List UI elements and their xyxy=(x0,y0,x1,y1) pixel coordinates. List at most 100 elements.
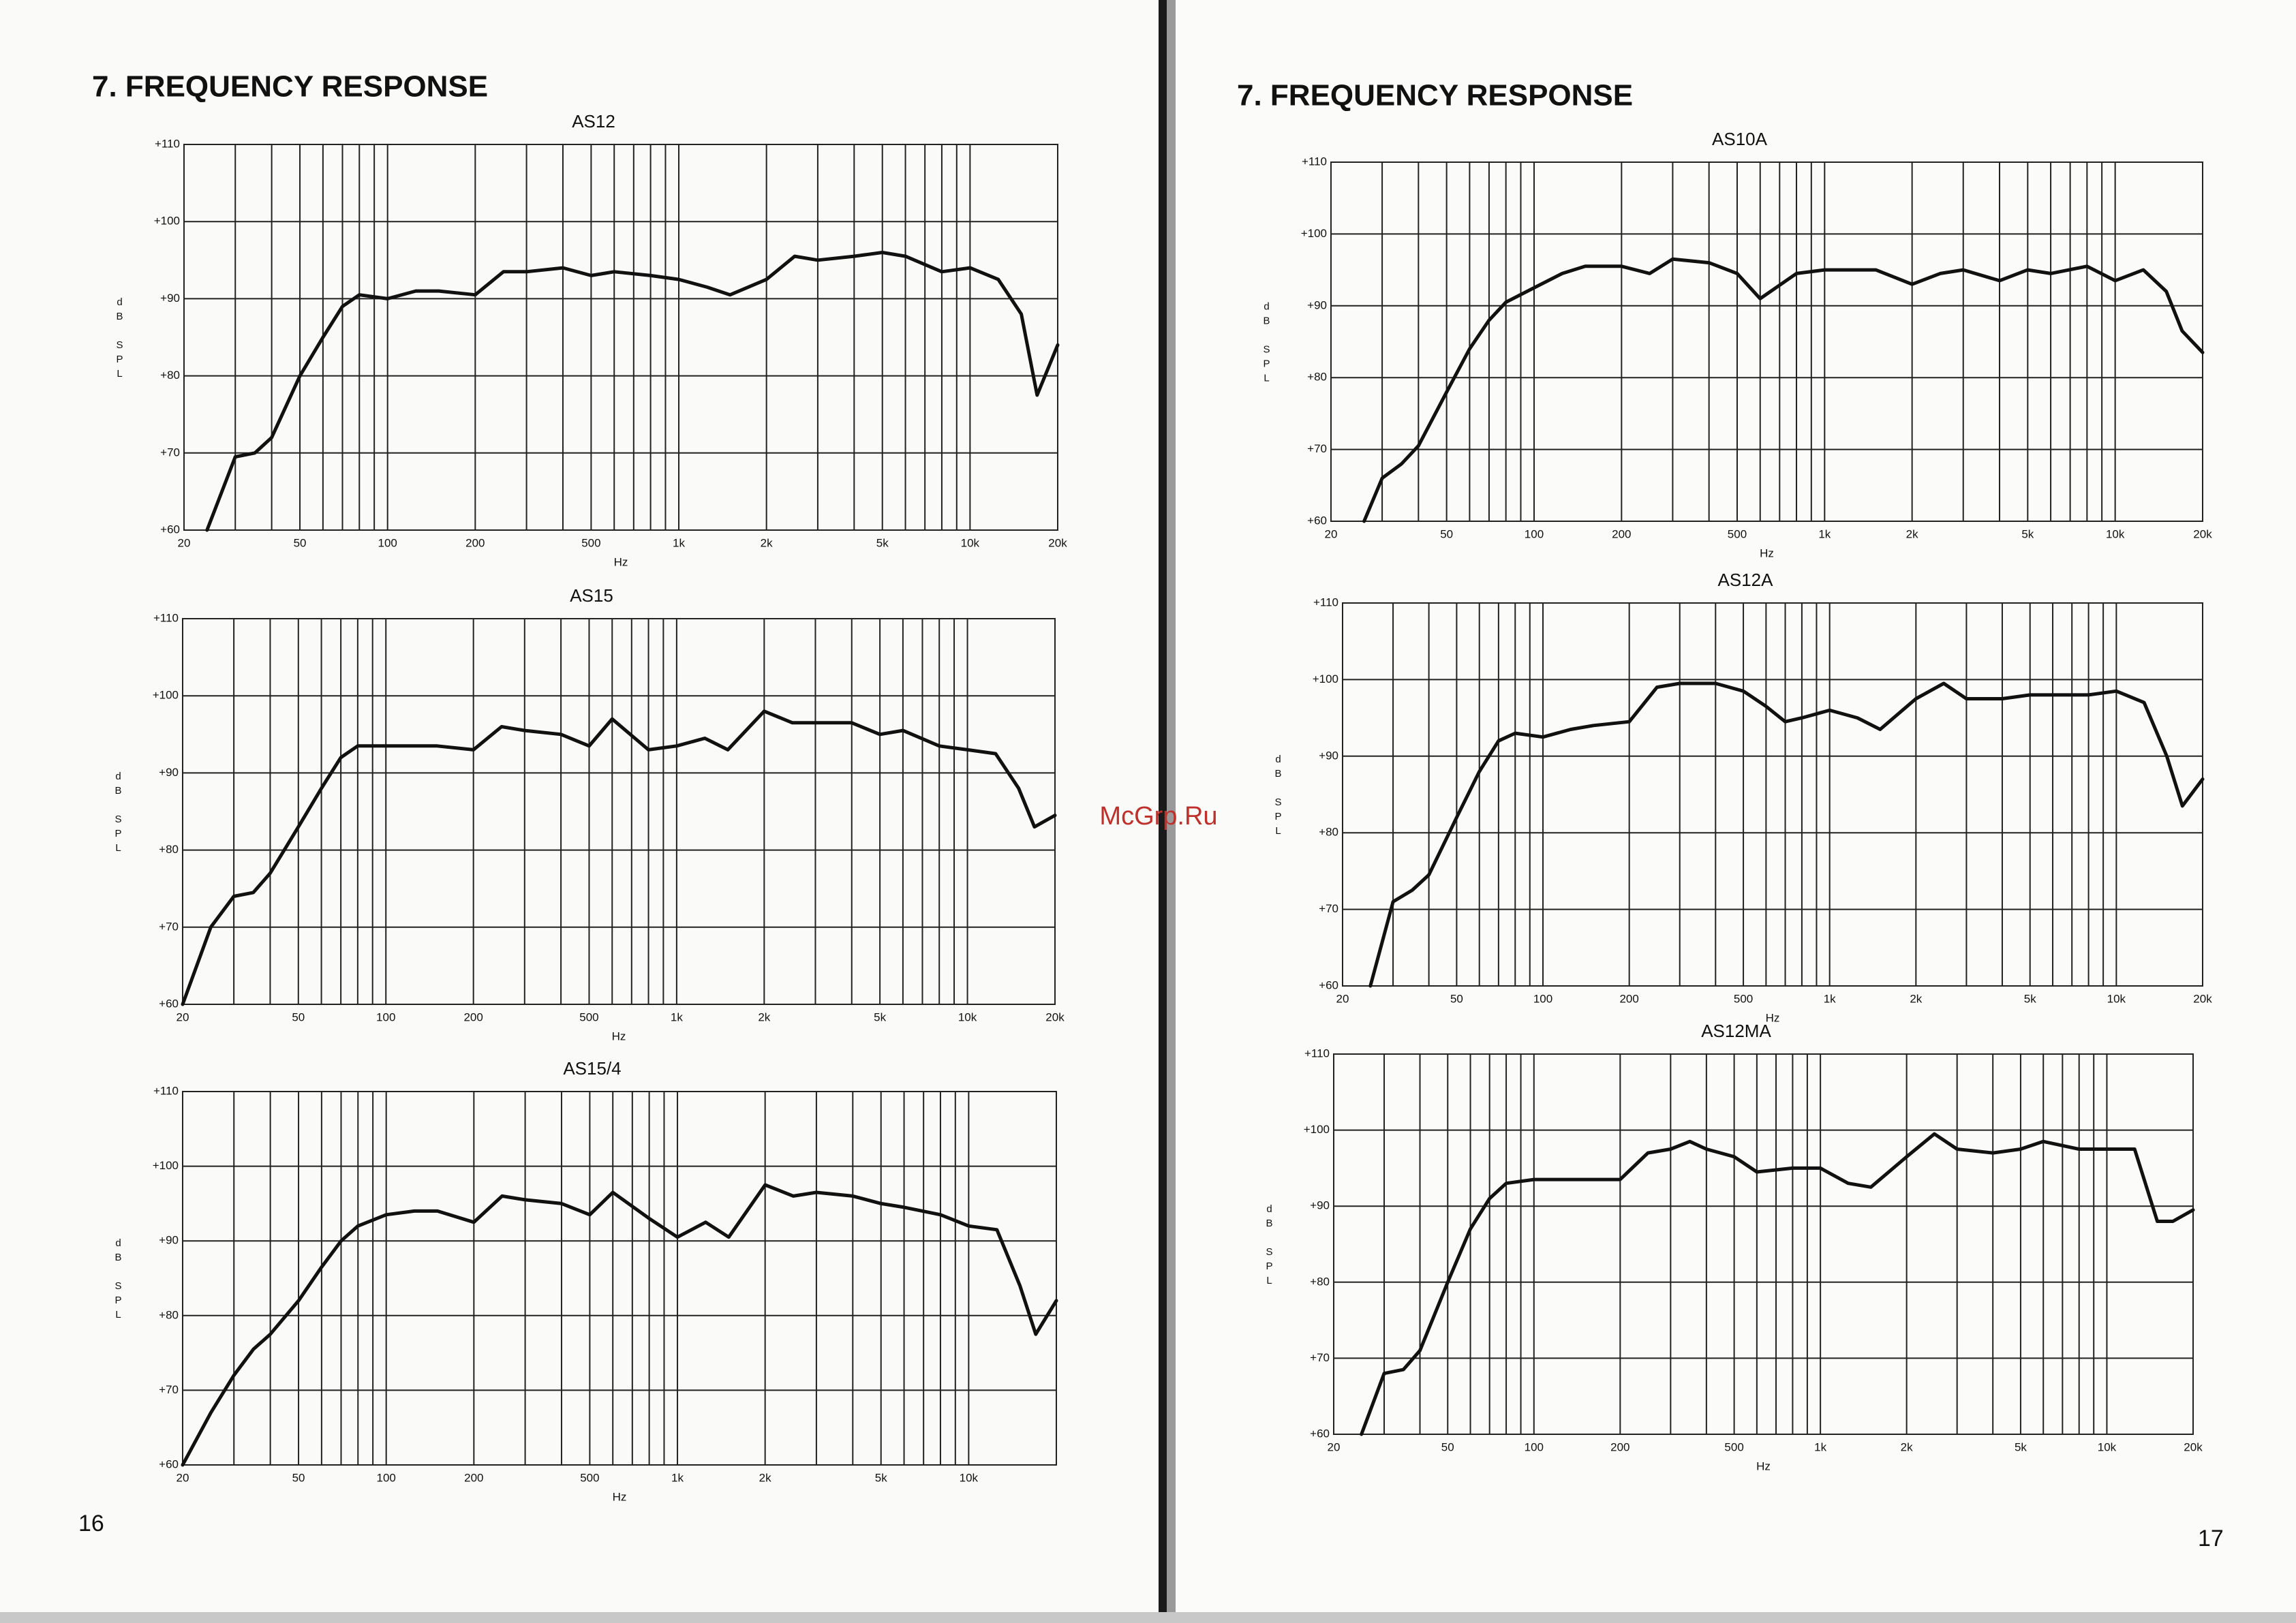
x-tick-label: 2k xyxy=(1906,527,1918,540)
x-tick-label: 10k xyxy=(2106,527,2125,540)
y-tick-label: +110 xyxy=(153,1084,179,1097)
x-tick-label: 500 xyxy=(579,1010,598,1023)
y-tick-label: +70 xyxy=(160,446,180,459)
x-tick-label: 200 xyxy=(464,1471,483,1484)
y-tick-label: +100 xyxy=(154,215,180,228)
x-tick-label: 50 xyxy=(1441,1440,1454,1453)
x-tick-label: 5k xyxy=(2021,527,2034,540)
y-tick-label: +60 xyxy=(1307,514,1327,527)
response-curve xyxy=(1360,1132,2195,1436)
x-tick-label: 50 xyxy=(1440,527,1453,540)
x-tick-label: 500 xyxy=(1734,992,1753,1005)
y-tick-label: +100 xyxy=(1304,1123,1330,1136)
y-axis-label: dB SPL xyxy=(114,296,125,382)
y-tick-label: +110 xyxy=(153,611,179,624)
x-tick-label: 10k xyxy=(961,536,980,549)
x-tick-label: 100 xyxy=(376,1010,395,1023)
y-tick-label: +110 xyxy=(1302,155,1327,168)
y-tick-label: +70 xyxy=(159,920,179,933)
watermark: McGrp.Ru xyxy=(1099,802,1217,831)
x-tick-label: 10k xyxy=(958,1010,977,1023)
y-tick-label: +70 xyxy=(1310,1351,1330,1364)
binding xyxy=(1159,0,1167,1623)
y-tick-label: +60 xyxy=(1319,978,1338,991)
x-tick-label: 1k xyxy=(1814,1440,1826,1453)
x-tick-label: 100 xyxy=(377,1471,396,1484)
x-tick-label: 20k xyxy=(2193,992,2212,1005)
y-axis-label: dB SPL xyxy=(112,771,124,856)
x-tick-label: 10k xyxy=(2098,1440,2117,1453)
y-tick-label: +100 xyxy=(153,689,179,702)
y-tick-label: +90 xyxy=(160,292,180,305)
y-tick-label: +60 xyxy=(1310,1427,1330,1440)
y-tick-label: +90 xyxy=(1307,298,1327,311)
response-curve xyxy=(1368,681,2205,988)
response-curve xyxy=(1362,257,2205,523)
y-tick-label: +80 xyxy=(159,843,179,856)
y-axis-label: dB SPL xyxy=(1272,754,1284,839)
y-axis-label: dB SPL xyxy=(1264,1203,1275,1289)
x-tick-label: 100 xyxy=(1525,1440,1544,1453)
x-axis-label: Hz xyxy=(614,555,628,568)
x-tick-label: 1k xyxy=(1818,527,1831,540)
y-tick-label: +80 xyxy=(160,369,180,382)
x-tick-label: 10k xyxy=(960,1471,979,1484)
x-tick-label: 50 xyxy=(1450,992,1463,1005)
x-axis-label: Hz xyxy=(613,1490,627,1503)
chart-title: AS12MA xyxy=(1701,1021,1771,1041)
x-tick-label: 200 xyxy=(1610,1440,1629,1453)
x-tick-label: 5k xyxy=(2024,992,2036,1005)
right-page xyxy=(1176,0,2296,1623)
y-tick-label: +70 xyxy=(1307,442,1327,455)
x-tick-label: 1k xyxy=(671,1471,684,1484)
y-tick-label: +100 xyxy=(1313,673,1338,685)
y-tick-label: +80 xyxy=(1310,1275,1330,1288)
x-tick-label: 5k xyxy=(875,1471,887,1484)
y-axis-label: dB SPL xyxy=(1261,301,1272,387)
y-tick-label: +90 xyxy=(1319,749,1338,762)
x-tick-label: 10k xyxy=(2107,992,2126,1005)
x-tick-label: 20 xyxy=(178,536,191,549)
y-tick-label: +80 xyxy=(159,1308,179,1321)
y-tick-label: +70 xyxy=(159,1383,179,1396)
y-tick-label: +80 xyxy=(1307,371,1327,384)
x-tick-label: 500 xyxy=(1728,527,1747,540)
x-axis-label: Hz xyxy=(612,1030,626,1042)
x-tick-label: 500 xyxy=(580,1471,599,1484)
y-tick-label: +110 xyxy=(155,137,180,150)
y-tick-label: +60 xyxy=(159,1457,179,1470)
page-number: 16 xyxy=(78,1511,104,1536)
y-tick-label: +100 xyxy=(1301,227,1327,240)
x-tick-label: 20 xyxy=(177,1010,189,1023)
chart-title: AS12A xyxy=(1718,570,1774,590)
page-heading: 7. FREQUENCY RESPONSE xyxy=(92,70,488,104)
y-tick-label: +80 xyxy=(1319,826,1338,839)
page-number: 17 xyxy=(2198,1526,2224,1551)
chart-title: AS15 xyxy=(570,585,613,606)
x-tick-label: 20 xyxy=(1336,992,1349,1005)
scan-edge xyxy=(0,1612,2296,1623)
y-tick-label: +60 xyxy=(159,997,179,1010)
x-tick-label: 1k xyxy=(1824,992,1836,1005)
x-tick-label: 20k xyxy=(2193,527,2212,540)
x-tick-label: 200 xyxy=(1619,992,1638,1005)
x-tick-label: 100 xyxy=(1533,992,1552,1005)
x-tick-label: 2k xyxy=(759,1471,771,1484)
chart-title: AS10A xyxy=(1712,129,1768,149)
response-curve xyxy=(181,1183,1058,1467)
response-curve xyxy=(181,709,1057,1006)
x-tick-label: 20k xyxy=(1048,536,1067,549)
x-tick-label: 200 xyxy=(463,1010,483,1023)
binding-shadow xyxy=(1167,0,1176,1623)
x-tick-label: 5k xyxy=(2015,1440,2027,1453)
x-tick-label: 5k xyxy=(874,1010,886,1023)
y-tick-label: +110 xyxy=(1304,1047,1330,1060)
x-tick-label: 20 xyxy=(1328,1440,1341,1453)
y-tick-label: +110 xyxy=(1313,596,1338,608)
x-axis-label: Hz xyxy=(1760,546,1774,559)
x-tick-label: 100 xyxy=(378,536,397,549)
x-tick-label: 5k xyxy=(876,536,889,549)
x-axis-label: Hz xyxy=(1766,1011,1780,1024)
x-axis-label: Hz xyxy=(1756,1459,1771,1472)
